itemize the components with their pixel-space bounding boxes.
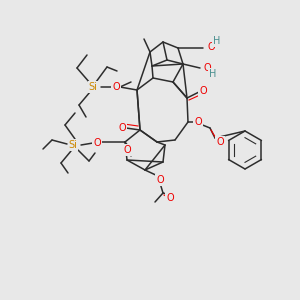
Text: Si: Si (69, 140, 77, 150)
Text: O: O (194, 117, 202, 127)
Text: O: O (207, 42, 214, 52)
Text: H: H (213, 36, 220, 46)
Text: O: O (156, 175, 164, 185)
Text: O: O (93, 138, 101, 148)
Text: O: O (166, 193, 174, 203)
Text: O: O (118, 123, 126, 133)
Text: O: O (204, 63, 212, 73)
Text: O: O (216, 137, 224, 147)
Text: O: O (112, 82, 120, 92)
Text: H: H (209, 69, 216, 79)
Text: O: O (123, 145, 131, 155)
Text: Si: Si (88, 82, 98, 92)
Text: O: O (199, 86, 207, 96)
